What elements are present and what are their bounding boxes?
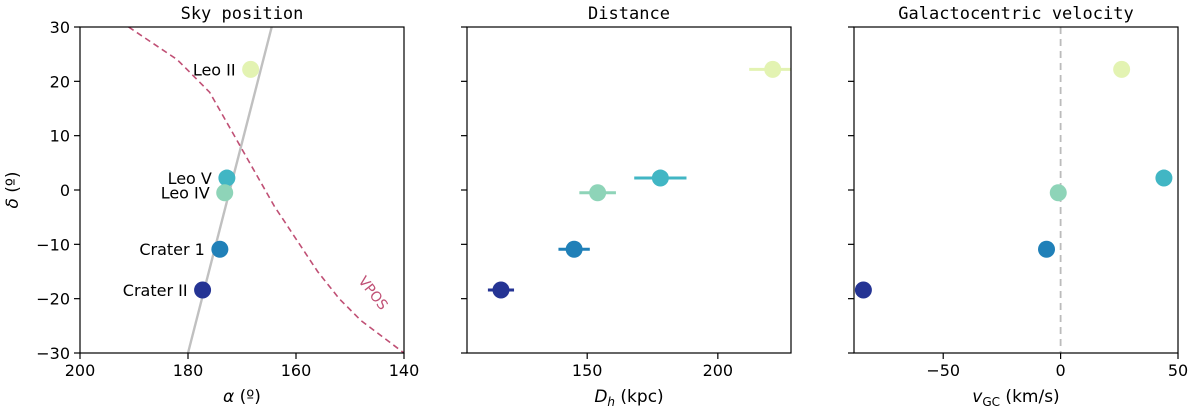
data-point [242,60,260,78]
clipped-content [128,27,404,353]
x-tick-label: 180 [173,361,204,380]
y-tick-label: −10 [36,235,70,254]
data-point [1038,240,1056,258]
data-point [216,184,234,202]
data-point [1155,169,1173,187]
data-point [589,184,607,202]
x-tick-label: 0 [1056,361,1066,380]
y-tick-label: −20 [36,290,70,309]
data-point [1049,184,1067,202]
x-tick-label: −50 [926,361,960,380]
tick-group: 200 180 160 140 −30 −20 −10 0 10 20 30 [36,18,419,380]
data-point [1113,60,1131,78]
panel-title: Sky position [181,4,304,24]
y-tick-label: 0 [60,181,70,200]
tick-group: 150 200 [461,26,734,380]
data-point [651,169,669,187]
plot-area [487,60,791,299]
y-tick-label: 10 [50,127,70,146]
vpos-line [128,27,404,353]
axes-frame [79,26,405,354]
panel-sky-position: Sky position 200 180 160 140 −30 −20 −10 0 10 20 3… [3,4,419,407]
point-label: Crater 1 [139,240,205,259]
axes-frame [853,26,1179,354]
x-tick-label: 160 [281,361,312,380]
x-tick-label: 50 [1168,361,1188,380]
y-tick-label: 20 [50,72,70,91]
y-axis-label: δ (º) [3,171,23,208]
panel-galactocentric-velocity: Galactocentric velocity −50 0 50 vGC (km/s… [848,4,1188,409]
vpos-label: VPOS [355,274,391,314]
y-tick-label: 30 [50,18,70,37]
x-axis-label: α (º) [223,387,261,407]
data-point [218,169,236,187]
clipped-content [487,60,791,299]
point-label: Leo IV [161,184,210,203]
data-point [211,240,229,258]
point-label: Leo II [193,60,236,79]
x-tick-label: 140 [389,361,420,380]
data-point [194,281,212,299]
axes-frame [466,26,792,354]
data-point [854,281,872,299]
data-point [565,240,583,258]
x-axis-label: vGC (km/s) [972,387,1059,409]
data-point [764,60,782,78]
panel-title: Galactocentric velocity [898,4,1133,24]
plot-area [854,27,1173,353]
panel-distance: Distance 150 200 Dh (kpc) [461,4,792,409]
x-tick-label: 150 [572,361,603,380]
clipped-content [854,27,1173,353]
point-label: Leo V [168,169,212,188]
x-axis-label: Dh (kpc) [594,387,663,409]
data-point [492,281,510,299]
point-label: Crater II [123,281,188,300]
y-tick-label: −30 [36,344,70,363]
x-tick-label: 200 [703,361,734,380]
x-tick-label: 200 [65,361,96,380]
panel-title: Distance [588,4,670,24]
tick-group: −50 0 50 [848,26,1188,380]
plot-area [128,27,404,353]
